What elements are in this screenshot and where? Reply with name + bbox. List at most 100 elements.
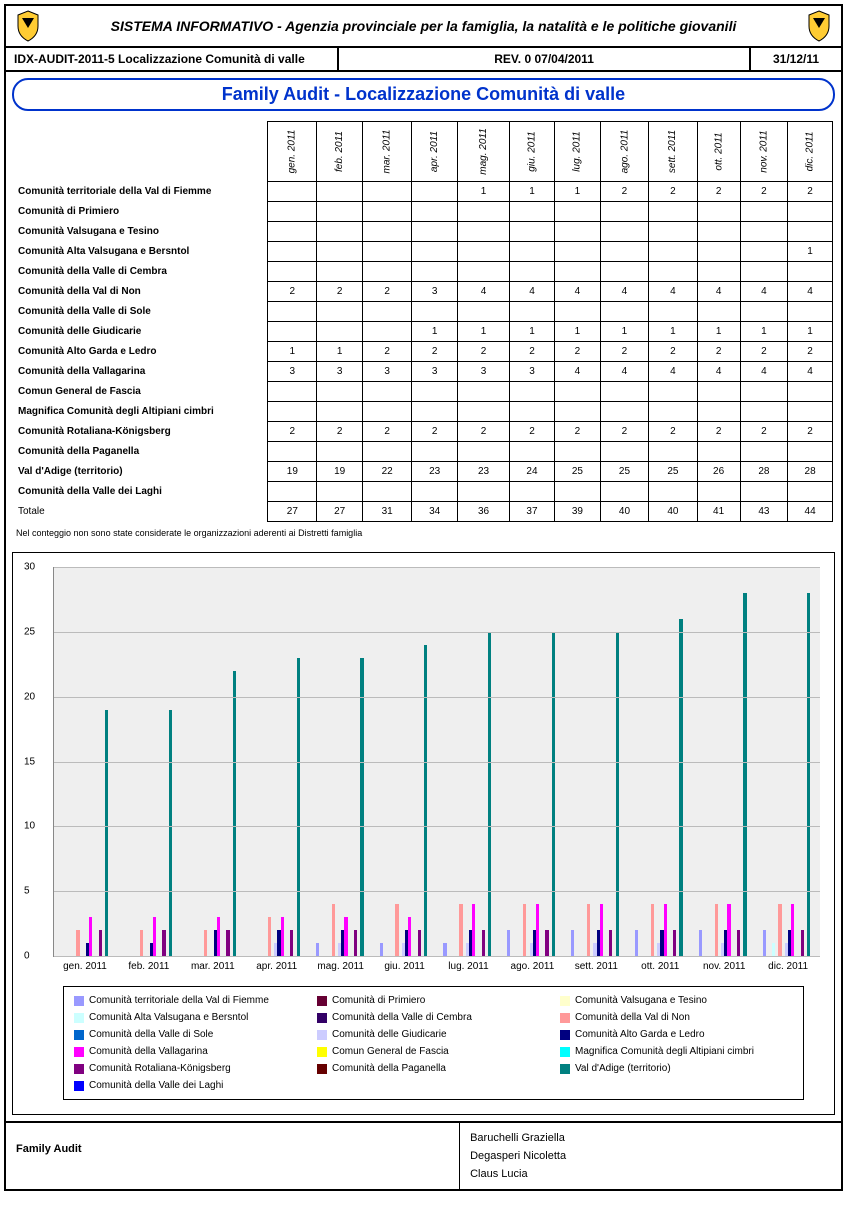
- chart-x-labels: gen. 2011feb. 2011mar. 2011apr. 2011mag.…: [53, 961, 820, 972]
- revision: REV. 0 07/04/2011: [339, 48, 751, 70]
- footer-title: Family Audit: [6, 1123, 459, 1189]
- cell: [317, 442, 363, 462]
- total-cell: 43: [740, 502, 787, 522]
- cell: [788, 262, 833, 282]
- cell: [600, 402, 649, 422]
- legend-item: Comunità della Vallagarina: [74, 1046, 307, 1057]
- bar: [395, 904, 398, 956]
- bar: [316, 943, 319, 956]
- cell: [788, 482, 833, 502]
- cell: 2: [649, 422, 697, 442]
- total-row: Totale272731343637394040414344: [14, 502, 833, 522]
- legend-swatch: [560, 1064, 570, 1074]
- cell: [649, 442, 697, 462]
- cell: 2: [268, 422, 317, 442]
- cell: [458, 302, 510, 322]
- x-tick-label: sett. 2011: [564, 961, 628, 972]
- table-row: Comunità della Valle dei Laghi: [14, 482, 833, 502]
- y-tick-label: 5: [24, 886, 30, 897]
- bar: [737, 930, 740, 956]
- cell: 2: [697, 342, 740, 362]
- subheader: IDX-AUDIT-2011-5 Localizzazione Comunità…: [6, 48, 841, 72]
- legend-label: Comunità della Valle di Cembra: [332, 1012, 472, 1023]
- cell: 1: [649, 322, 697, 342]
- total-cell: 40: [600, 502, 649, 522]
- cell: 28: [740, 462, 787, 482]
- cell: [268, 482, 317, 502]
- cell: 2: [740, 342, 787, 362]
- cell: 2: [788, 342, 833, 362]
- cell: [363, 182, 412, 202]
- cell: 25: [600, 462, 649, 482]
- month-header: gen. 2011: [268, 122, 317, 182]
- bar: [408, 917, 411, 956]
- bar: [162, 930, 165, 956]
- cell: [697, 202, 740, 222]
- cell: 1: [509, 182, 554, 202]
- x-tick-label: ago. 2011: [500, 961, 564, 972]
- bar: [105, 710, 108, 956]
- cell: 23: [412, 462, 458, 482]
- bar: [587, 904, 590, 956]
- cell: 4: [788, 282, 833, 302]
- cell: 1: [412, 322, 458, 342]
- legend-swatch: [560, 1047, 570, 1057]
- month-header: mag. 2011: [458, 122, 510, 182]
- cell: [649, 302, 697, 322]
- date: 31/12/11: [751, 48, 841, 70]
- gridline: [54, 567, 820, 568]
- table-row: Comunità territoriale della Val di Fiemm…: [14, 182, 833, 202]
- cell: 3: [412, 282, 458, 302]
- cell: [412, 402, 458, 422]
- crest-icon-left: [14, 10, 42, 42]
- author-name: Claus Lucia: [470, 1165, 831, 1183]
- cell: 25: [649, 462, 697, 482]
- bar: [268, 917, 271, 956]
- cell: [740, 242, 787, 262]
- total-cell: 27: [268, 502, 317, 522]
- cell: [268, 402, 317, 422]
- cell: 2: [697, 182, 740, 202]
- bar: [600, 904, 603, 956]
- bar: [153, 917, 156, 956]
- cell: [363, 302, 412, 322]
- bar: [772, 943, 775, 956]
- cell: [458, 442, 510, 462]
- cell: [509, 302, 554, 322]
- cell: 19: [268, 462, 317, 482]
- cell: [412, 222, 458, 242]
- cell: [363, 262, 412, 282]
- legend-label: Comunità Valsugana e Tesino: [575, 995, 707, 1006]
- cell: 1: [509, 322, 554, 342]
- bar: [99, 930, 102, 956]
- cell: 1: [697, 322, 740, 342]
- cell: 3: [317, 362, 363, 382]
- table-row: Comunità Alta Valsugana e Bersntol1: [14, 242, 833, 262]
- bar: [297, 658, 300, 956]
- month-header: ott. 2011: [697, 122, 740, 182]
- legend-item: Magnifica Comunità degli Altipiani cimbr…: [560, 1046, 793, 1057]
- cell: 2: [649, 182, 697, 202]
- cell: 1: [458, 182, 510, 202]
- bar: [679, 619, 682, 956]
- cell: [509, 482, 554, 502]
- cell: [697, 382, 740, 402]
- legend-item: Comunità delle Giudicarie: [317, 1029, 550, 1040]
- total-cell: 31: [363, 502, 412, 522]
- cell: 1: [600, 322, 649, 342]
- total-cell: 44: [788, 502, 833, 522]
- bar: [204, 930, 207, 956]
- legend-item: Comunità Alto Garda e Ledro: [560, 1029, 793, 1040]
- cell: [268, 202, 317, 222]
- cell: 2: [509, 342, 554, 362]
- month-header: lug. 2011: [555, 122, 600, 182]
- x-tick-label: giu. 2011: [373, 961, 437, 972]
- cell: [555, 222, 600, 242]
- cell: [697, 482, 740, 502]
- bar: [536, 904, 539, 956]
- total-label: Totale: [14, 502, 268, 522]
- cell: [600, 222, 649, 242]
- cell: 22: [363, 462, 412, 482]
- total-cell: 41: [697, 502, 740, 522]
- cell: 4: [458, 282, 510, 302]
